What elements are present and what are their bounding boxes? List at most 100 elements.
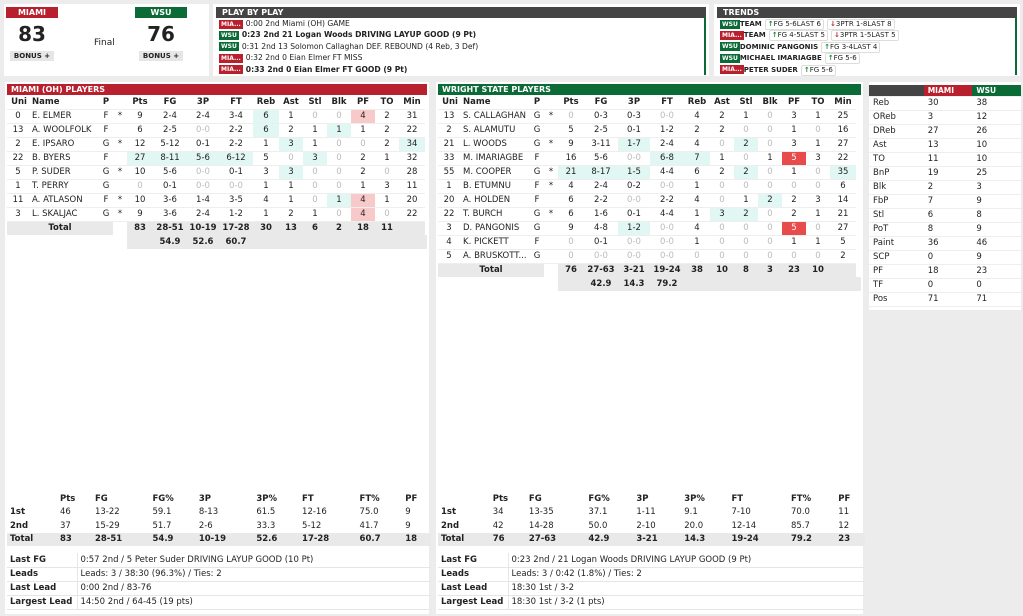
player-row[interactable]: 22 B. BYERS F 27 8-11 5-6 6-12 5 0 3 0 2 1 32 — [7, 151, 427, 166]
trend-item[interactable]: WSU MICHAEL IMARIAGBE ↑FG 5-6 — [714, 52, 1015, 65]
player-row[interactable]: 20 A. HOLDEN F 6 2-2 0-0 2-2 4 0 1 2 2 3 14 — [438, 193, 861, 208]
column-header[interactable]: TO — [806, 95, 830, 110]
column-header[interactable]: P — [530, 95, 544, 110]
column-header[interactable]: Blk — [758, 95, 782, 110]
player-row[interactable]: 1 T. PERRY G 0 0-1 0-0 0-0 1 1 0 0 1 3 11 — [7, 179, 427, 194]
player-name[interactable]: A. ATLASON — [29, 193, 99, 208]
player-row[interactable]: 22 T. BURCH G * 6 1-6 0-1 4-4 1 3 2 0 2 1 21 — [438, 207, 861, 222]
play-text: 0:31 2nd 13 Solomon Callaghan DEF. REBOU… — [241, 41, 479, 51]
player-name[interactable]: A. BRUSKOTT... — [460, 249, 530, 264]
player-name[interactable]: D. PANGONIS — [460, 221, 530, 236]
stat-value: 9 — [972, 222, 1021, 237]
player-row[interactable]: 2 S. ALAMUTU G 5 2-5 0-1 1-2 2 2 0 0 1 0 16 — [438, 123, 861, 138]
stat-cell: F — [530, 193, 544, 208]
player-name[interactable]: S. CALLAGHAN — [460, 109, 530, 124]
player-name[interactable]: P. SUDER — [29, 165, 99, 180]
stat-cell: 1 — [806, 137, 830, 152]
column-header[interactable]: Stl — [303, 95, 327, 110]
column-header[interactable]: Reb — [253, 95, 279, 110]
player-row[interactable]: 2 E. IPSARO G * 12 5-12 0-1 2-2 1 3 1 0 0 2 34 — [7, 137, 427, 152]
player-name[interactable]: M. COOPER — [460, 165, 530, 180]
player-row[interactable]: 11 A. ATLASON F * 10 3-6 1-4 3-5 4 1 0 1 4 1 20 — [7, 193, 427, 208]
player-name[interactable]: M. IMARIAGBE — [460, 151, 530, 166]
stat-cell: 19-24 — [728, 532, 788, 546]
player-name[interactable]: A. WOOLFOLK — [29, 123, 99, 138]
stat-cell: G — [530, 123, 544, 138]
stat-row: SCP 0 9 — [869, 250, 1021, 265]
play-item[interactable]: MIA... 0:33 2nd 0 Eian Elmer FT GOOD (9 P… — [213, 64, 704, 75]
play-by-play-list[interactable]: MIA... 0:00 2nd Miami (OH) GAME WSU 0:23 2n… — [213, 18, 706, 75]
player-row[interactable]: 3 D. PANGONIS G 9 4-8 1-2 0-0 4 0 0 0 5 0 27 — [438, 221, 861, 236]
stat-cell: 3 — [303, 151, 327, 166]
column-header: FT% — [791, 493, 812, 504]
column-header[interactable]: FG — [584, 95, 618, 110]
trend-item[interactable]: MIA... TEAM ↑FG 4-5LAST 5 ↓3PTR 1-5LAST 5 — [714, 29, 1015, 42]
player-row[interactable]: 1 B. ETUMNU F * 4 2-4 0-2 0-0 1 0 0 0 0 0 6 — [438, 179, 861, 194]
player-row[interactable]: 5 A. BRUSKOTT... G 0 0-0 0-0 0-0 0 0 0 0 0 0 2 — [438, 249, 861, 264]
column-header[interactable]: Uni — [7, 95, 29, 110]
stat-cell: 32 — [399, 151, 425, 166]
column-header[interactable]: Ast — [279, 95, 303, 110]
player-name[interactable]: E. ELMER — [29, 109, 99, 124]
player-name[interactable]: T. PERRY — [29, 179, 99, 194]
stat-cell: G — [99, 207, 113, 222]
player-name[interactable]: S. ALAMUTU — [460, 123, 530, 138]
player-row[interactable]: 0 E. ELMER F * 9 2-4 2-4 3-4 6 1 0 0 4 2 31 — [7, 109, 427, 124]
player-name[interactable]: L. WOODS — [460, 137, 530, 152]
play-item[interactable]: MIA... 0:00 2nd Miami (OH) GAME — [213, 18, 704, 29]
player-row[interactable]: 55 M. COOPER G * 21 8-17 1-5 4-4 6 2 2 0 1 0 35 — [438, 165, 861, 180]
stat-cell: 85.7 — [791, 520, 810, 531]
column-header[interactable]: Pts — [558, 95, 584, 110]
play-item[interactable]: MIA... 0:32 2nd 0 Eian Elmer FT MISS — [213, 52, 704, 63]
column-header[interactable]: P — [99, 95, 113, 110]
column-header[interactable]: FT — [219, 95, 253, 110]
stat-cell: 0-0 — [584, 249, 618, 264]
trend-item[interactable]: WSU TEAM ↑FG 5-6LAST 6 ↓3PTR 1-8LAST 8 — [714, 18, 1015, 30]
player-name[interactable]: A. HOLDEN — [460, 193, 530, 208]
column-header[interactable]: Min — [399, 95, 425, 110]
column-header[interactable]: FG — [153, 95, 187, 110]
player-name[interactable]: T. BURCH — [460, 207, 530, 222]
player-name[interactable]: E. IPSARO — [29, 137, 99, 152]
player-name[interactable]: B. ETUMNU — [460, 179, 530, 194]
player-row[interactable]: 13 A. WOOLFOLK F 6 2-5 0-0 2-2 6 2 1 1 1 2 22 — [7, 123, 427, 138]
player-row[interactable]: 21 L. WOODS G * 9 3-11 1-7 2-4 4 0 2 0 3 1 27 — [438, 137, 861, 152]
column-header[interactable]: Pts — [127, 95, 153, 110]
column-header[interactable]: Blk — [327, 95, 351, 110]
column-header[interactable]: TO — [375, 95, 399, 110]
column-header[interactable]: Uni — [438, 95, 460, 110]
player-row[interactable]: 13 S. CALLAGHAN G * 0 0-3 0-3 0-0 4 2 1 0 3 1 25 — [438, 109, 861, 124]
column-header[interactable]: PF — [351, 95, 375, 110]
column-header[interactable]: FT — [650, 95, 684, 110]
stat-cell: 4 — [684, 109, 710, 124]
play-item[interactable]: WSU 0:23 2nd 21 Logan Woods DRIVING LAYUP… — [213, 29, 704, 40]
game-status: Final — [94, 38, 115, 48]
column-header[interactable]: Reb — [684, 95, 710, 110]
column-header[interactable]: Name — [460, 95, 530, 110]
trends-list[interactable]: WSU TEAM ↑FG 5-6LAST 6 ↓3PTR 1-8LAST 8 MIA..… — [714, 18, 1017, 76]
percent-cell: 14.3 — [618, 277, 650, 291]
column-header[interactable]: Stl — [734, 95, 758, 110]
starter-mark: * — [544, 137, 558, 152]
column-header[interactable]: 3P — [618, 95, 650, 110]
stat-cell: 3-6 — [153, 207, 187, 222]
column-header[interactable]: Ast — [710, 95, 734, 110]
player-name[interactable]: B. BYERS — [29, 151, 99, 166]
player-row[interactable]: 5 P. SUDER G * 10 5-6 0-0 0-1 3 3 0 0 2 0 28 — [7, 165, 427, 180]
starter-mark — [544, 221, 558, 236]
trend-item[interactable]: WSU DOMINIC PANGONIS ↑FG 3-4LAST 4 — [714, 41, 1015, 53]
column-header[interactable] — [544, 95, 558, 110]
player-name[interactable]: K. PICKETT — [460, 235, 530, 250]
player-name[interactable]: L. SKALJAC — [29, 207, 99, 222]
trend-item[interactable]: MIA... PETER SUDER ↑FG 5-6 — [714, 64, 1015, 76]
player-row[interactable]: 3 L. SKALJAC G * 9 3-6 2-4 1-2 1 2 1 0 4 0 22 — [7, 207, 427, 222]
column-header[interactable]: Min — [830, 95, 856, 110]
column-header: PF — [405, 493, 418, 504]
column-header[interactable] — [113, 95, 127, 110]
column-header[interactable]: PF — [782, 95, 806, 110]
player-row[interactable]: 4 K. PICKETT F 0 0-1 0-0 0-0 1 0 0 0 1 1 5 — [438, 235, 861, 250]
column-header[interactable]: 3P — [187, 95, 219, 110]
column-header[interactable]: Name — [29, 95, 99, 110]
player-row[interactable]: 33 M. IMARIAGBE F 16 5-6 0-0 6-8 7 1 0 1 5 3 22 — [438, 151, 861, 166]
play-item[interactable]: WSU 0:31 2nd 13 Solomon Callaghan DEF. RE… — [213, 41, 704, 52]
